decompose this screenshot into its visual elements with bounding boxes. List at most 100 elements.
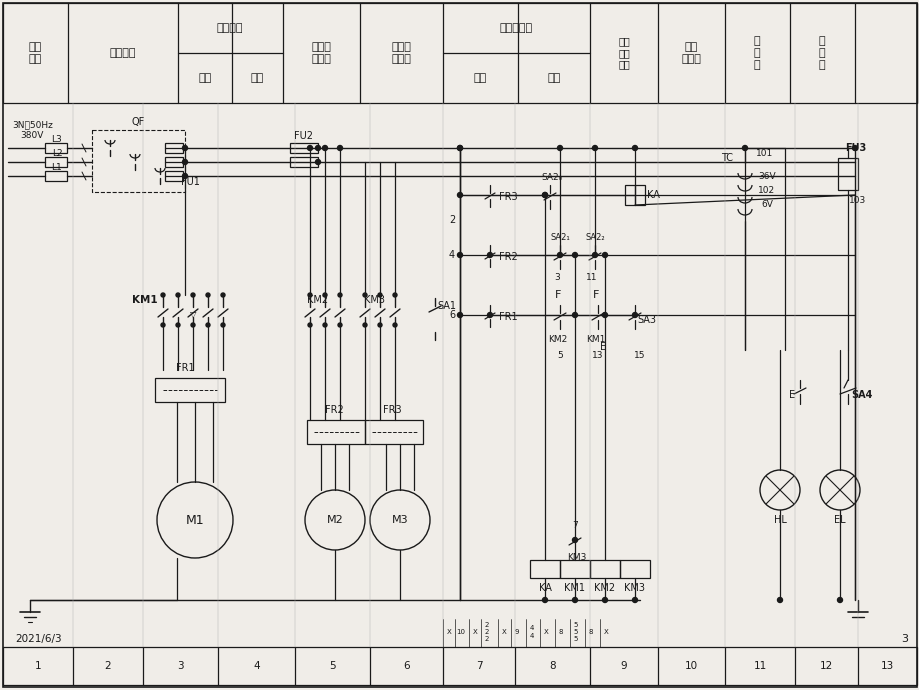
Circle shape — [602, 253, 607, 257]
Text: 3: 3 — [177, 661, 184, 671]
Text: 7: 7 — [475, 661, 482, 671]
Bar — [165, 157, 183, 167]
Circle shape — [161, 323, 165, 327]
Circle shape — [378, 323, 381, 327]
Bar — [307, 420, 365, 444]
Text: ▽: ▽ — [189, 310, 196, 319]
Text: 正转: 正转 — [473, 73, 486, 83]
Text: 3: 3 — [553, 273, 560, 282]
Circle shape — [572, 598, 577, 602]
Text: EL: EL — [834, 515, 845, 525]
Circle shape — [487, 253, 492, 257]
Bar — [165, 171, 183, 181]
Circle shape — [363, 323, 367, 327]
Text: 10: 10 — [456, 629, 465, 635]
Text: FR3: FR3 — [382, 405, 401, 415]
Circle shape — [457, 253, 462, 257]
Circle shape — [337, 293, 342, 297]
Circle shape — [308, 323, 312, 327]
Text: 101: 101 — [755, 148, 773, 157]
Text: 指
示
灯: 指 示 灯 — [753, 37, 759, 70]
Text: M3: M3 — [391, 515, 408, 525]
Circle shape — [572, 313, 577, 317]
Text: 12: 12 — [819, 661, 833, 671]
Text: KM2: KM2 — [594, 583, 615, 593]
Text: 102: 102 — [757, 186, 775, 195]
Circle shape — [557, 146, 562, 150]
Text: KM3: KM3 — [567, 553, 586, 562]
Text: KM1: KM1 — [585, 335, 605, 344]
Text: 4
4: 4 4 — [529, 626, 534, 638]
Circle shape — [176, 293, 180, 297]
Circle shape — [378, 293, 381, 297]
Text: KA: KA — [538, 583, 550, 593]
Text: X: X — [603, 629, 607, 635]
Bar — [165, 143, 183, 153]
Text: 4: 4 — [448, 250, 455, 260]
Circle shape — [457, 146, 462, 150]
Text: 2: 2 — [105, 661, 111, 671]
Circle shape — [592, 146, 596, 150]
Text: SA2₂: SA2₂ — [584, 233, 604, 241]
Circle shape — [572, 538, 577, 542]
Text: 6: 6 — [403, 661, 409, 671]
Text: 电源开关: 电源开关 — [109, 48, 136, 58]
Circle shape — [176, 323, 180, 327]
Bar — [619, 560, 650, 578]
Circle shape — [315, 146, 320, 150]
Text: L1: L1 — [51, 163, 62, 172]
Circle shape — [221, 293, 225, 297]
Circle shape — [592, 253, 596, 257]
Text: KM1: KM1 — [132, 295, 158, 305]
Circle shape — [457, 193, 462, 197]
Circle shape — [632, 598, 637, 602]
Text: SA3: SA3 — [637, 315, 656, 325]
Text: 9: 9 — [515, 629, 518, 635]
Text: 13: 13 — [879, 661, 893, 671]
Text: FU1: FU1 — [180, 177, 199, 187]
Text: 9: 9 — [620, 661, 627, 671]
Text: KM3: KM3 — [624, 583, 645, 593]
Text: 照
明
灯: 照 明 灯 — [818, 37, 824, 70]
Text: 8: 8 — [588, 629, 593, 635]
Text: 1: 1 — [35, 661, 41, 671]
Circle shape — [337, 323, 342, 327]
Text: KM2: KM2 — [307, 295, 328, 305]
Text: X: X — [543, 629, 548, 635]
Text: X: X — [446, 629, 451, 635]
Text: SA4: SA4 — [850, 390, 872, 400]
Circle shape — [221, 323, 225, 327]
Text: 8: 8 — [558, 629, 562, 635]
Text: L2: L2 — [51, 148, 62, 157]
Text: 润滑
电机
控制: 润滑 电机 控制 — [618, 37, 630, 70]
Text: 润滑泵
电动机: 润滑泵 电动机 — [311, 42, 331, 63]
Circle shape — [542, 193, 547, 197]
Text: 15: 15 — [633, 351, 645, 359]
Text: X: X — [472, 629, 477, 635]
Circle shape — [392, 323, 397, 327]
Circle shape — [457, 146, 462, 150]
Text: E: E — [789, 390, 794, 400]
Circle shape — [572, 253, 577, 257]
Text: SA2₀: SA2₀ — [540, 172, 562, 181]
Text: KM2: KM2 — [548, 335, 567, 344]
Text: 冷却泵
电动机: 冷却泵 电动机 — [391, 42, 411, 63]
Text: 13: 13 — [592, 351, 603, 359]
Text: E: E — [599, 342, 606, 352]
Text: 6V: 6V — [760, 199, 772, 208]
Text: 11: 11 — [753, 661, 766, 671]
Text: 4: 4 — [253, 661, 259, 671]
Circle shape — [602, 313, 607, 317]
Circle shape — [182, 173, 187, 179]
Text: 照明
变压器: 照明 变压器 — [680, 42, 700, 63]
Text: FR1: FR1 — [498, 312, 516, 322]
Circle shape — [632, 313, 637, 317]
Text: 10: 10 — [684, 661, 698, 671]
Bar — [560, 560, 589, 578]
Text: 反转: 反转 — [547, 73, 560, 83]
Text: HL: HL — [773, 515, 786, 525]
Bar — [45, 157, 67, 167]
Bar — [3, 647, 916, 685]
Text: 正转: 正转 — [199, 73, 211, 83]
Bar — [3, 3, 916, 103]
